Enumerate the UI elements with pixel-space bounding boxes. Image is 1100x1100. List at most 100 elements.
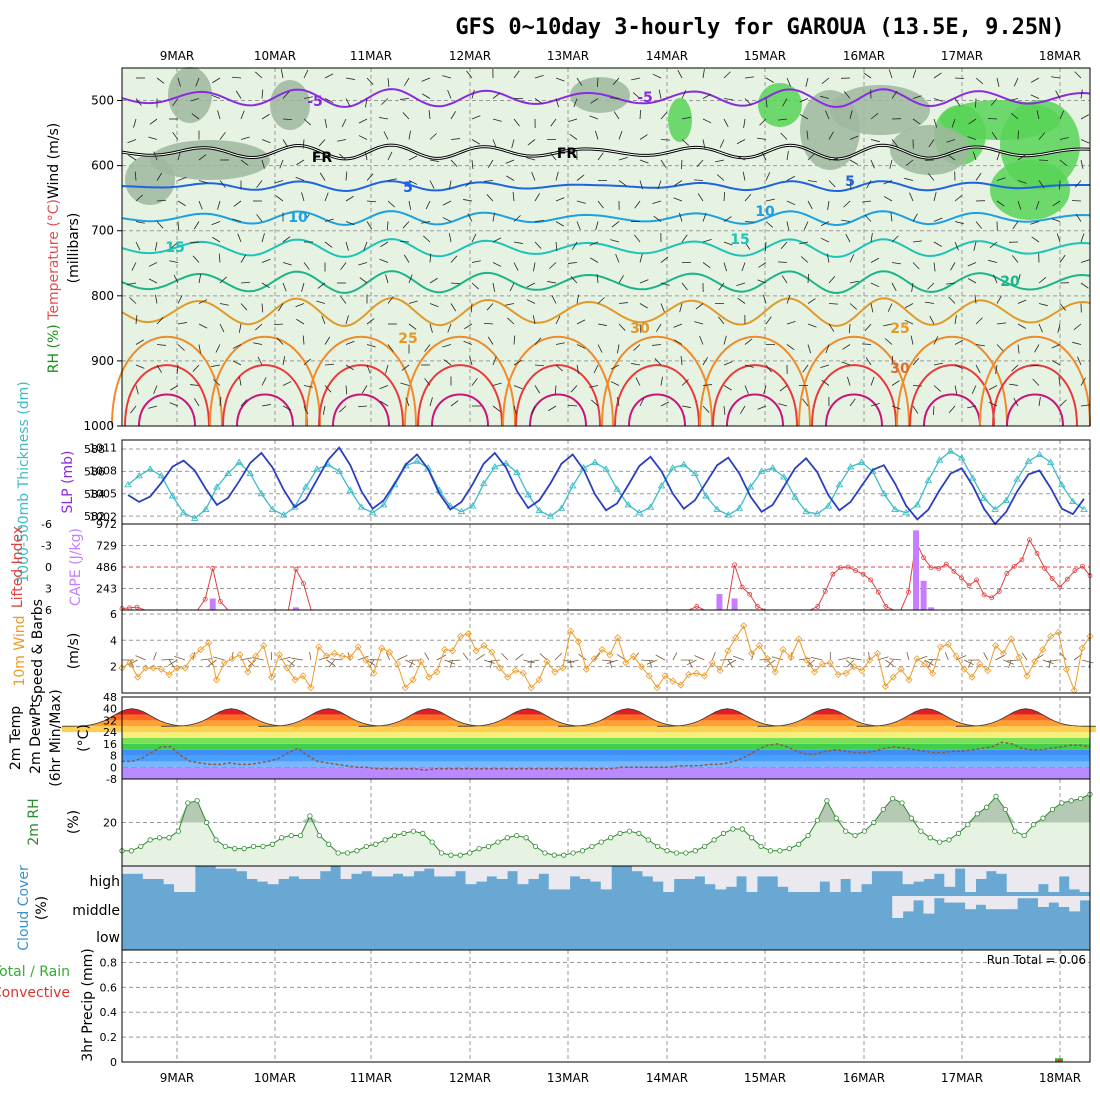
temp-fill [358,714,499,727]
wind-barb [232,344,242,349]
wind-barb [466,70,473,79]
wind-barb [618,130,623,140]
wind-barb [256,180,263,188]
wind-barb [765,98,768,108]
temp-band [122,755,1090,762]
li-point [754,604,760,609]
wind-barb [864,214,872,222]
cloud-high-gap [527,866,539,879]
wind-barb [702,405,710,413]
wind-barb [673,323,683,328]
upper-air-ylabel: RH (%) Temperature (°C)Wind (m/s) [46,123,62,373]
cloud-high-gap [861,866,872,885]
thickness-point [624,501,633,508]
wind-barb-10m [135,655,146,661]
wind-barb [673,197,683,202]
date-label-top: 12MAR [449,49,491,63]
wind-barb [550,118,557,127]
wind-barb-10m [475,654,485,661]
wind-barb [889,159,893,169]
wind-barb-10m [963,659,974,666]
temp-band [122,738,1090,744]
wind-speed-point [535,676,543,684]
cloud-high-gap [704,866,716,885]
wind-barb-10m [906,652,910,661]
wind-barb [841,361,851,366]
li-point [739,584,745,590]
wind-barb [679,303,683,313]
wind-barb [576,200,586,204]
wind-barb [909,192,914,202]
contour-label: 15 [730,232,749,248]
wind-barb-10m [424,652,430,661]
wind-barb-10m [889,658,902,661]
wind-barb [408,155,418,161]
wind-barb [551,295,557,304]
wind-barb [764,241,767,252]
cloud-high-gap [122,866,133,874]
wind-barb-10m [927,659,933,668]
wind-barb [211,221,221,226]
wind-barb [324,98,334,103]
li-point [1004,571,1010,576]
wind-barb [568,262,578,264]
wind-barb [912,357,920,366]
wind-barb [716,174,725,181]
wind-speed-point [354,643,362,651]
wind-barb [379,385,389,390]
temp-fill [62,714,202,727]
thickness-point [513,468,521,475]
cloud-high-gap [944,866,956,887]
wind-barb [135,194,143,202]
wind-barb [1051,344,1061,349]
wind-speed-point [960,665,968,673]
wind-speed-point [952,652,960,660]
wind-speed-point [574,638,583,646]
wind-speed-point [165,670,173,679]
wind-barb [849,159,858,165]
wind-barb [825,344,830,354]
wind-barb [744,364,754,368]
wind-ylabel-1: 10m Wind [12,615,28,686]
cloud-high-gap [392,866,404,874]
temp-fill [955,708,1096,727]
wind-barb [282,91,290,99]
date-label-bottom: 18MAR [1039,1071,1081,1085]
wind-barb [1059,254,1066,263]
thickness-point [190,514,199,521]
thickness-point [135,471,143,479]
rh-point [1040,815,1046,821]
cloud-high-gap [153,866,165,879]
wind-barb [386,221,389,231]
wind-barb-10m [554,653,563,661]
temp-fill [161,714,302,727]
cloud-high-gap [382,866,394,877]
pressure-tick-label: 600 [91,159,114,173]
wind-barb [718,316,725,325]
wind-barb [697,193,704,202]
cloud-high-gap [423,866,435,869]
date-label-bottom: 10MAR [254,1071,296,1085]
cloud-high-gap [715,866,727,890]
temp-tick-label: 24 [103,726,117,739]
wind-barb [513,70,520,79]
wind-barb-10m [688,659,693,668]
wind-barb [576,77,583,86]
cape-ylabel: CAPE (J/kg) [68,528,84,606]
wind-barb [996,322,1006,325]
wind-barb [975,317,983,325]
wind-barb [928,173,935,181]
wind-barb [757,137,767,140]
wind-barb [324,118,328,128]
wind-barb [657,180,662,190]
wind-barb [169,402,179,407]
wind-barb [1059,399,1067,407]
wind-barb [345,340,355,345]
cloud-middle-gap [923,896,935,914]
thickness-point [1057,480,1066,488]
cloud-high-gap [559,866,571,890]
wind-barb [149,118,158,125]
wind-barb-10m [523,659,535,664]
wind-barb [507,317,515,325]
wind-barb-10m [357,655,369,661]
